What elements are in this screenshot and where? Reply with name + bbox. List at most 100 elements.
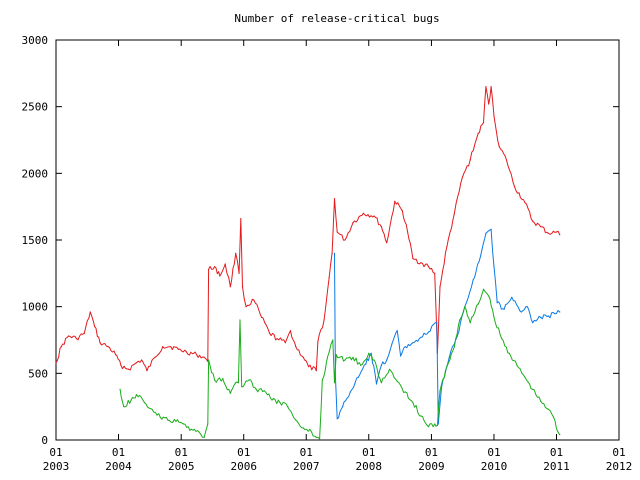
data-point: [559, 434, 561, 436]
data-point: [439, 390, 441, 392]
data-point: [352, 356, 354, 358]
data-point: [540, 226, 542, 228]
data-point: [239, 319, 241, 321]
y-tick-label: 2000: [22, 167, 49, 180]
data-point: [448, 356, 450, 358]
data-point: [308, 366, 310, 368]
x-tick-year-label: 2007: [293, 460, 320, 473]
data-point: [496, 302, 498, 304]
data-point: [490, 86, 492, 88]
data-point: [331, 252, 333, 254]
x-tick-year-label: 2009: [418, 460, 445, 473]
data-point: [229, 286, 231, 288]
x-axis: 0120030120040120050120060120070120080120…: [43, 40, 633, 473]
x-tick-year-label: 2003: [43, 460, 70, 473]
data-point: [477, 303, 479, 305]
data-point: [412, 342, 414, 344]
data-point: [524, 376, 526, 378]
data-point: [396, 380, 398, 382]
x-tick-month-label: 01: [49, 446, 62, 459]
data-point: [532, 388, 534, 390]
data-point: [394, 200, 396, 202]
x-tick-month-label: 01: [487, 446, 500, 459]
data-point: [207, 423, 209, 425]
data-point: [208, 268, 210, 270]
x-tick-month-label: 01: [237, 446, 250, 459]
data-point: [368, 352, 370, 354]
data-point: [154, 356, 156, 358]
data-point: [248, 379, 250, 381]
data-point: [276, 338, 278, 340]
data-point: [344, 239, 346, 241]
data-point: [143, 402, 146, 404]
data-point: [370, 352, 372, 354]
data-point: [407, 231, 409, 233]
data-point: [141, 359, 143, 361]
data-point: [373, 359, 375, 361]
data-point: [446, 246, 448, 248]
data-point: [482, 122, 485, 124]
data-point: [380, 382, 383, 384]
y-axis: 0 500 1000 1500 2000 2500 3000: [22, 34, 619, 447]
data-point: [547, 315, 550, 317]
data-point: [208, 359, 210, 361]
data-point: [255, 388, 257, 390]
data-point: [190, 428, 192, 430]
data-point: [412, 402, 414, 404]
data-point: [380, 226, 383, 228]
data-point: [222, 378, 224, 380]
data-point: [446, 366, 448, 368]
plot-border: [55, 39, 620, 441]
data-point: [245, 306, 247, 308]
data-point: [555, 312, 558, 314]
data-point: [224, 263, 226, 265]
data-point: [436, 322, 438, 324]
data-point: [559, 234, 561, 236]
x-tick-year-label: 2012: [606, 460, 633, 473]
data-point: [555, 231, 558, 233]
data-point: [235, 382, 237, 384]
data-point: [547, 232, 550, 234]
data-point: [328, 276, 330, 278]
data-point: [333, 198, 336, 200]
data-point: [229, 392, 231, 394]
data-point: [130, 399, 132, 401]
y-tick-label: 500: [28, 367, 48, 380]
data-point: [99, 342, 101, 344]
data-point: [335, 354, 337, 356]
data-point: [333, 252, 336, 254]
data-point: [332, 339, 334, 341]
data-point: [302, 356, 304, 358]
x-tick-month-label: 01: [550, 446, 563, 459]
data-point: [336, 231, 338, 233]
data-point: [493, 115, 495, 117]
data-point: [388, 368, 391, 370]
data-point: [427, 266, 430, 268]
data-point: [302, 427, 304, 429]
data-point: [94, 326, 96, 328]
data-point: [295, 346, 297, 348]
data-point: [203, 356, 205, 358]
data-point: [107, 346, 109, 348]
data-point: [75, 338, 78, 340]
series-1: [333, 228, 561, 425]
data-point: [436, 424, 439, 426]
data-point: [289, 330, 292, 332]
data-point: [557, 431, 559, 433]
data-point: [344, 359, 346, 361]
x-tick-month-label: 01: [362, 446, 375, 459]
data-point: [404, 346, 406, 348]
data-point: [427, 426, 430, 428]
data-point: [453, 212, 455, 214]
data-point: [240, 218, 242, 220]
data-point: [453, 346, 455, 348]
data-point: [485, 86, 487, 88]
data-point: [241, 286, 244, 288]
data-point: [401, 210, 403, 212]
data-point: [151, 408, 153, 410]
x-tick-month-label: 01: [300, 446, 313, 459]
data-point: [365, 363, 367, 365]
y-tick-label: 3000: [22, 34, 49, 47]
data-point: [540, 316, 542, 318]
data-point: [505, 159, 508, 161]
